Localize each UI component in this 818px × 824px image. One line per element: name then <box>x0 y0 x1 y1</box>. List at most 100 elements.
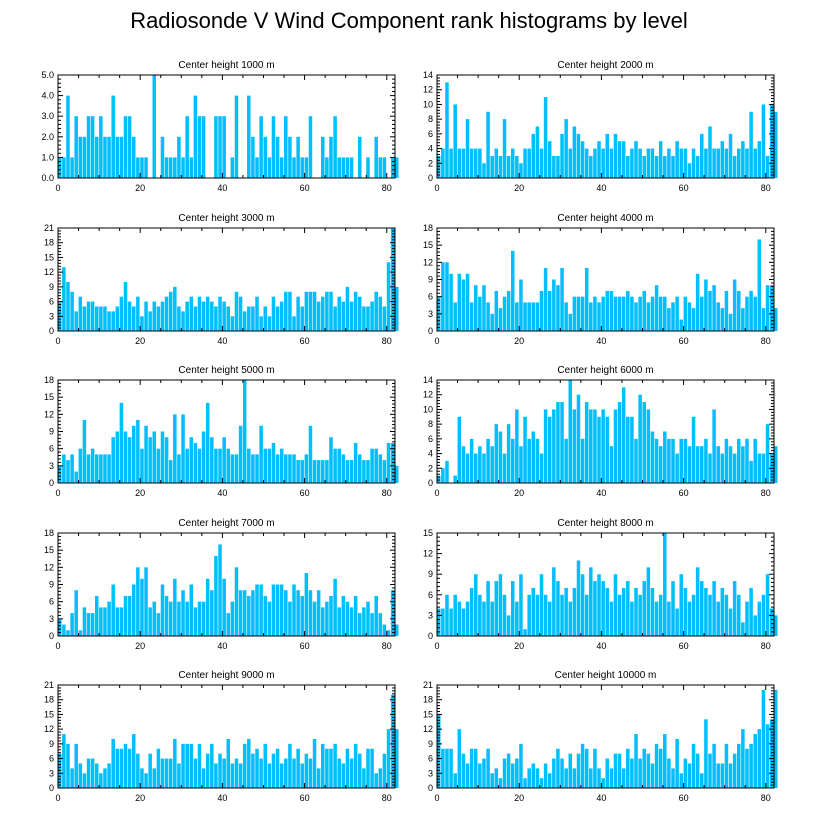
histogram-bar <box>325 291 329 331</box>
histogram-bar <box>589 567 593 636</box>
histogram-bar <box>321 607 325 636</box>
histogram-bar <box>353 743 358 788</box>
histogram-bar <box>539 778 544 788</box>
y-tick-label: 3 <box>49 461 54 471</box>
histogram-bar <box>769 104 774 178</box>
histogram-bar <box>337 758 341 788</box>
histogram-bar <box>441 748 445 788</box>
histogram-bar <box>490 601 494 636</box>
histogram-bar <box>119 607 124 636</box>
histogram-bar <box>671 438 675 483</box>
histogram-bar <box>510 250 515 331</box>
histogram-bar <box>650 148 655 178</box>
histogram-bar <box>247 306 251 331</box>
histogram-bar <box>658 748 663 788</box>
histogram-bar <box>695 567 700 636</box>
histogram-bar <box>609 601 614 636</box>
y-tick-label: 9 <box>428 275 433 285</box>
y-tick-label: 12 <box>44 267 54 277</box>
x-tick-label: 0 <box>434 488 439 498</box>
histogram-bar <box>214 448 218 483</box>
histogram-bar <box>667 438 671 483</box>
histogram-bar <box>127 595 132 636</box>
histogram-bar <box>494 148 499 178</box>
histogram-bar <box>671 581 675 636</box>
histogram-bar <box>498 778 503 788</box>
histogram-bar <box>437 714 441 788</box>
histogram-bar <box>486 438 490 483</box>
histogram-bar <box>547 141 552 178</box>
histogram-bar <box>197 448 202 483</box>
histogram-bar <box>465 273 470 331</box>
histogram-bar <box>658 141 663 178</box>
x-tick-label: 0 <box>55 793 60 803</box>
histogram-bar <box>531 431 536 483</box>
histogram-bar <box>593 748 597 788</box>
histogram-bar <box>337 296 341 331</box>
x-tick-label: 0 <box>55 488 60 498</box>
histogram-bar <box>238 590 243 636</box>
histogram-bar <box>370 613 374 636</box>
histogram-bar <box>329 291 333 331</box>
histogram-bar <box>605 587 610 636</box>
histogram-bar <box>242 380 247 483</box>
histogram-bar <box>370 448 374 483</box>
histogram-bar <box>761 104 766 178</box>
histogram-bar <box>160 136 165 178</box>
y-tick-label: 0 <box>428 783 433 793</box>
histogram-bar <box>312 601 317 636</box>
histogram-bar <box>107 601 111 636</box>
histogram-bar <box>90 758 95 788</box>
histogram-bar <box>267 763 272 788</box>
y-tick-label: 15 <box>44 392 54 402</box>
histogram-bar <box>370 748 374 788</box>
histogram-bar <box>86 454 91 483</box>
histogram-bar <box>449 148 453 178</box>
x-tick-label: 0 <box>434 183 439 193</box>
histogram-bar <box>638 594 642 636</box>
y-tick-label: 0 <box>428 173 433 183</box>
histogram-bar <box>609 768 614 788</box>
histogram-bar <box>378 768 383 788</box>
histogram-bar <box>761 453 766 483</box>
histogram-bar <box>745 296 749 331</box>
histogram-bar <box>728 446 733 483</box>
histogram-bar <box>584 148 589 178</box>
histogram-bar <box>284 116 288 178</box>
y-tick-label: 9 <box>428 569 433 579</box>
histogram-bar <box>358 136 362 178</box>
histogram-bar <box>144 157 148 178</box>
histogram-bar <box>288 601 292 636</box>
histogram-bar <box>584 402 589 483</box>
histogram-bar <box>152 75 157 178</box>
histogram-bar <box>304 454 309 483</box>
histogram-bar <box>378 296 383 331</box>
histogram-bar <box>144 773 148 788</box>
histogram-bar <box>687 163 692 178</box>
y-tick-label: 18 <box>44 238 54 248</box>
x-tick-label: 20 <box>135 488 145 498</box>
histogram-bar <box>292 584 296 636</box>
histogram-bar <box>469 302 474 331</box>
histogram-bar <box>687 446 692 483</box>
histogram-bar <box>193 306 198 331</box>
histogram-bar <box>304 291 309 331</box>
histogram-bar <box>700 133 704 178</box>
histogram-bar <box>589 155 593 178</box>
y-tick-label: 9 <box>49 739 54 749</box>
histogram-bar <box>82 607 87 636</box>
histogram-bar <box>539 453 544 483</box>
histogram-bar <box>263 743 267 788</box>
histogram-bar <box>646 148 651 178</box>
histogram-bar <box>572 126 577 178</box>
histogram-bar <box>222 578 226 636</box>
histogram-bar <box>457 273 462 331</box>
panel-title: Center height 1000 m <box>178 60 274 71</box>
histogram-bar <box>78 448 83 483</box>
histogram-bar <box>650 431 655 483</box>
histogram-bar <box>478 446 482 483</box>
histogram-bar <box>539 290 544 331</box>
histogram-bar <box>382 624 387 636</box>
histogram-bar <box>279 157 284 178</box>
histogram-bar <box>708 753 712 788</box>
